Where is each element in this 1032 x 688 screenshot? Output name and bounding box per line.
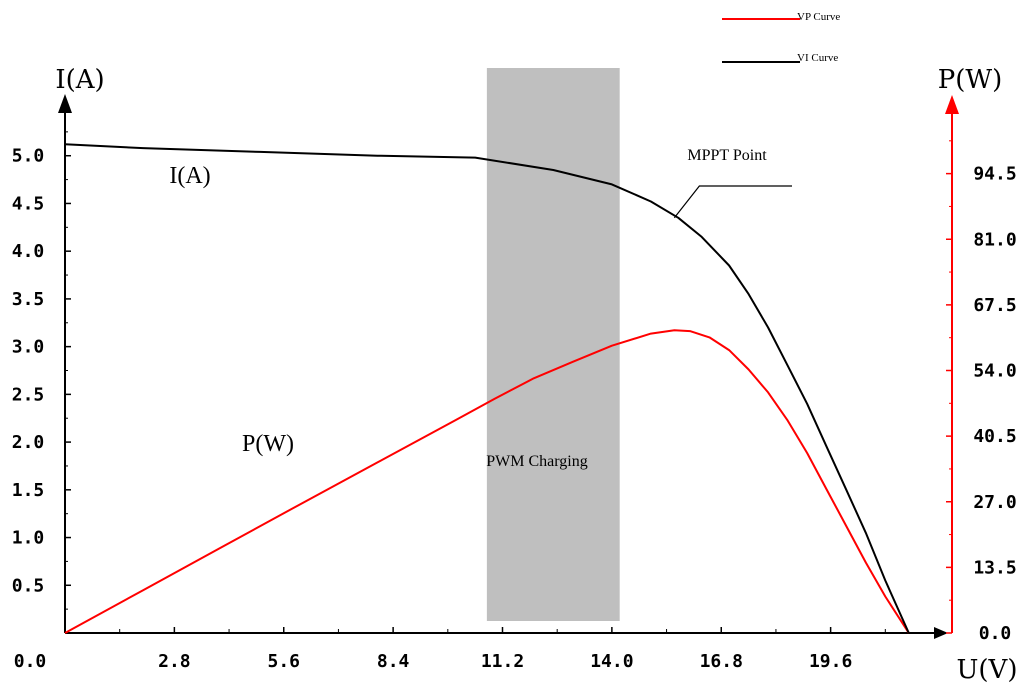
y-right-axis-arrow [945, 95, 959, 114]
vi-curve-line [64, 143, 910, 634]
y-right-tick-label: 81.0 [973, 229, 1016, 250]
y-right-tick-label: 94.5 [973, 164, 1016, 185]
x-tick-label: 0.0 [14, 651, 47, 672]
pwm-charging-region [486, 68, 620, 621]
y-left-tick-label: 2.0 [12, 432, 45, 453]
y-left-tick-label: 0.5 [12, 575, 45, 596]
x-tick-label: 2.8 [158, 651, 191, 672]
y-right-axis-title: P(W) [938, 65, 1003, 95]
y-left-tick-label: 3.0 [12, 337, 45, 358]
x-tick-label: 11.2 [481, 651, 524, 672]
y-right-tick-label: 40.5 [973, 426, 1016, 447]
y-left-axis-arrow [58, 94, 72, 113]
ia-curve-label: I(A) [169, 163, 210, 189]
y-left-tick-label: 1.0 [12, 528, 45, 549]
legend-vp-label: VP Curve [797, 11, 840, 23]
x-tick-label: 8.4 [377, 651, 410, 672]
y-left-tick-label: 4.0 [12, 241, 45, 262]
pw-curve-label: P(W) [242, 431, 294, 457]
y-right-tick-label: 27.0 [973, 492, 1016, 513]
pwm-charging-label: PWM Charging [486, 453, 587, 470]
y-left-tick-label: 3.5 [12, 289, 45, 310]
x-tick-label: 19.6 [809, 651, 852, 672]
legend-vi-label: VI Curve [797, 52, 838, 64]
y-left-axis-title: I(A) [55, 65, 104, 95]
y-left-tick-label: 2.5 [12, 384, 45, 405]
y-left-tick-label: 4.5 [12, 193, 45, 214]
vp-curve-line [64, 329, 910, 634]
mppt-point-label: MPPT Point [687, 147, 767, 164]
y-left-tick-label: 1.5 [12, 480, 45, 501]
x-tick-label: 5.6 [267, 651, 300, 672]
x-axis-arrow [934, 627, 948, 639]
y-right-tick-label: 0.0 [979, 623, 1012, 644]
y-right-tick-label: 67.5 [973, 295, 1016, 316]
x-tick-label: 16.8 [700, 651, 743, 672]
mppt-leader-line [673, 185, 792, 219]
y-right-tick-label: 54.0 [973, 361, 1016, 382]
y-left-tick-label: 5.0 [12, 146, 45, 167]
x-axis-title: U(V) [957, 655, 1018, 685]
y-right-tick-label: 13.5 [973, 557, 1016, 578]
x-tick-label: 14.0 [590, 651, 633, 672]
